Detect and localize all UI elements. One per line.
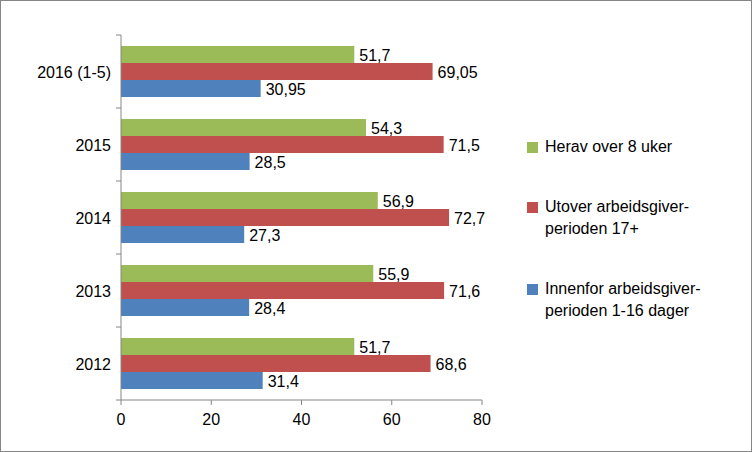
data-label: 69,05	[438, 64, 478, 81]
chart: 51,7 55,9 56,9 54,3 51,7 68,6 71,6 72,7 71,5 69,0…	[0, 0, 752, 452]
x-tick	[301, 400, 302, 405]
data-label: 72,7	[454, 210, 485, 227]
bar	[121, 226, 244, 243]
bar	[121, 136, 444, 153]
data-label: 30,95	[266, 81, 306, 98]
bar	[121, 153, 250, 170]
bar	[121, 80, 261, 97]
category-tick	[116, 400, 121, 401]
data-label: 51,7	[359, 339, 390, 356]
bars	[121, 46, 449, 389]
legend-swatch	[527, 284, 538, 295]
category-label: 2016 (1-5)	[37, 64, 111, 81]
data-label: 31,4	[268, 373, 299, 390]
legend-swatch	[527, 202, 538, 213]
x-tick-label: 20	[202, 411, 220, 428]
data-label: 71,6	[449, 283, 480, 300]
bar	[121, 282, 444, 299]
x-tick	[211, 400, 212, 405]
category-label: 2014	[75, 210, 111, 227]
bar	[121, 46, 354, 63]
bar	[121, 209, 449, 226]
category-tick	[116, 108, 121, 109]
legend-label: Herav over 8 uker	[545, 138, 673, 155]
x-tick-label: 40	[293, 411, 311, 428]
bar	[121, 265, 373, 282]
bar	[121, 192, 378, 209]
data-label: 54,3	[371, 120, 402, 137]
legend-label: Utover arbeidsgiver-perioden 17+	[545, 198, 689, 237]
y-axis-line	[121, 35, 122, 400]
category-tick	[116, 181, 121, 182]
bar	[121, 355, 431, 372]
data-label: 27,3	[249, 227, 280, 244]
category-tick	[116, 254, 121, 255]
legend: Herav over 8 uker Utover arbeidsgiver-per…	[527, 138, 701, 319]
bar	[121, 338, 354, 355]
data-label: 28,4	[254, 300, 285, 317]
x-tick	[482, 400, 483, 405]
bar	[121, 119, 366, 136]
data-label: 55,9	[378, 266, 409, 283]
category-tick	[116, 327, 121, 328]
x-tick-label: 60	[383, 411, 401, 428]
data-label: 51,7	[359, 47, 390, 64]
category-label: 2012	[75, 356, 111, 373]
data-label: 71,5	[449, 137, 480, 154]
bar	[121, 63, 433, 80]
data-label: 56,9	[383, 193, 414, 210]
data-label: 68,6	[436, 356, 467, 373]
x-tick-label: 80	[473, 411, 491, 428]
x-tick-label: 0	[117, 411, 126, 428]
x-tick	[121, 400, 122, 405]
x-tick	[391, 400, 392, 405]
axes: 2012 2013 2014 2015 2016 (1-5) 0 20 40 60 80	[37, 35, 491, 428]
bar	[121, 299, 249, 316]
data-label: 28,5	[255, 154, 286, 171]
legend-swatch	[527, 142, 538, 153]
category-label: 2015	[75, 137, 111, 154]
bar	[121, 372, 263, 389]
category-label: 2013	[75, 283, 111, 300]
data-labels: 51,7 55,9 56,9 54,3 51,7 68,6 71,6 72,7 71,5 69,0…	[249, 47, 485, 390]
category-tick	[116, 35, 121, 36]
chart-frame	[1, 1, 752, 452]
legend-label: Innenfor arbeidsgiver-perioden 1-16 dage…	[545, 280, 701, 319]
